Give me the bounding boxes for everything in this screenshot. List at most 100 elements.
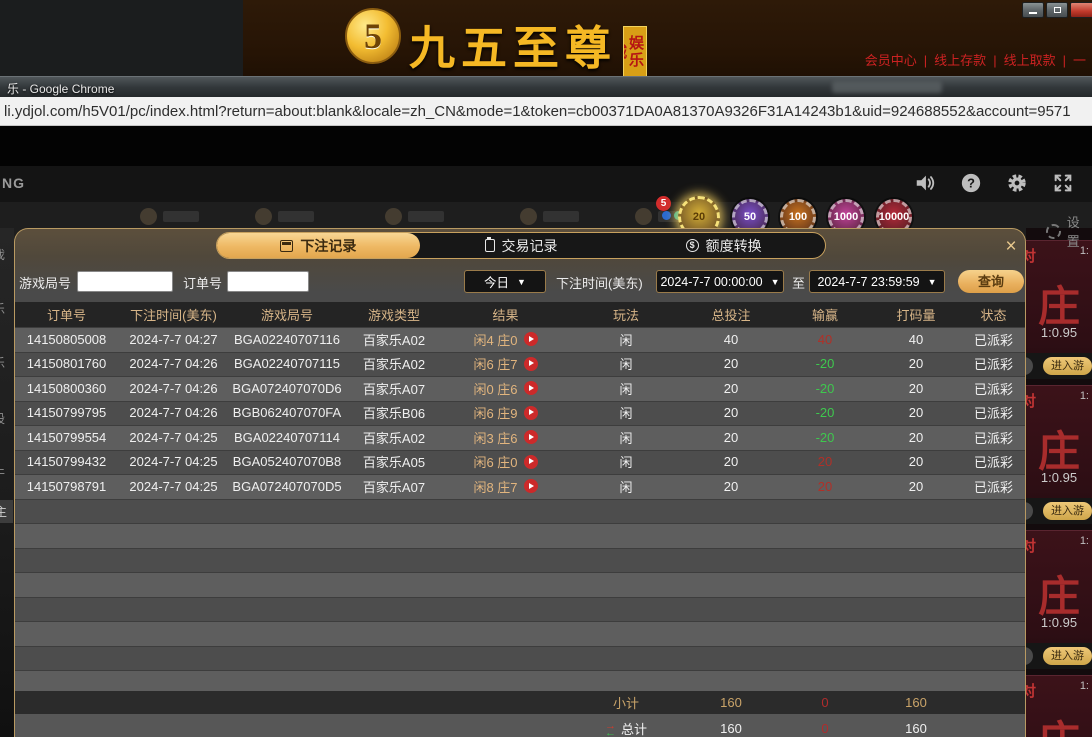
site-link[interactable]: 线上存款	[934, 53, 987, 68]
cell: 闲	[619, 455, 633, 471]
tab-bet-records[interactable]: 下注记录	[217, 233, 420, 258]
secondary-button[interactable]	[1026, 502, 1033, 520]
left-sidebar-strip: 戏乐乐股牛主	[0, 228, 14, 737]
tab-quota-transfer[interactable]: $ 额度转换	[622, 233, 825, 258]
chip-label: 100	[788, 211, 808, 223]
settings-label: 设置	[1066, 215, 1080, 249]
secondary-button[interactable]	[1026, 647, 1033, 665]
category-label-blur	[278, 211, 314, 222]
result-text: 闲6 庄0	[473, 455, 518, 471]
cell: 闲	[619, 406, 633, 422]
start-time-dropdown[interactable]: 2024-7-7 00:00:00 ▼	[656, 270, 784, 293]
speaker-icon[interactable]	[914, 172, 936, 194]
result-text: 闲6 庄9	[473, 406, 518, 422]
play-icon[interactable]	[523, 405, 538, 420]
logo-coin-icon: 5	[345, 8, 401, 64]
cell: 20	[908, 356, 924, 372]
search-button[interactable]: 查询	[958, 270, 1024, 293]
page-top-band	[0, 126, 1092, 166]
url-text: li.ydjol.com/h5V01/pc/index.html?return=…	[4, 102, 1071, 120]
play-icon[interactable]	[523, 381, 538, 396]
chip-icon	[1046, 223, 1061, 239]
maximize-button[interactable]	[1046, 2, 1068, 18]
help-icon[interactable]: ?	[960, 172, 982, 194]
game-card-header: 对 1:	[1026, 680, 1089, 701]
category-label-blur	[163, 211, 199, 222]
footer-cell: 160	[684, 695, 778, 710]
cell: 20	[723, 356, 739, 372]
game-card-buttons: 进入游	[1026, 353, 1092, 379]
column-header: 输赢	[811, 308, 838, 323]
site-link[interactable]: 会员中心	[864, 53, 917, 68]
footer-cell: 160	[684, 721, 778, 736]
footer-bet: 160	[720, 695, 742, 710]
bet-time-label: 下注时间(美东)	[556, 276, 643, 291]
play-icon[interactable]	[523, 479, 538, 494]
to-label: 至	[792, 276, 806, 291]
sidebar-edge-label: 乐	[0, 354, 13, 371]
end-time-dropdown[interactable]: 2024-7-7 23:59:59 ▼	[809, 270, 945, 293]
minimize-button[interactable]	[1022, 2, 1044, 18]
category-icon	[385, 208, 402, 225]
game-header: NG ?	[0, 166, 1092, 202]
category-item[interactable]	[520, 208, 579, 225]
coins-icon: $	[685, 239, 699, 252]
cell: 2024-7-7 04:26	[129, 380, 218, 396]
game-round-input[interactable]	[77, 271, 173, 292]
site-link[interactable]: 一	[1072, 53, 1086, 68]
fullscreen-icon[interactable]	[1052, 172, 1074, 194]
cell: BGA072407070D6	[232, 380, 342, 396]
close-window-button[interactable]	[1070, 2, 1092, 18]
sidebar-edge-label: 牛	[0, 464, 13, 481]
date-preset-dropdown[interactable]: 今日 ▼	[464, 270, 546, 293]
play-icon[interactable]	[523, 332, 538, 347]
play-icon[interactable]	[523, 430, 538, 445]
cell: 2024-7-7 04:26	[129, 405, 218, 421]
result-cell: 闲3 庄6	[443, 428, 568, 447]
table-settings[interactable]: 设置	[1046, 212, 1092, 250]
odds-fragment: 1:	[1079, 535, 1089, 547]
result-text: 闲8 庄7	[473, 479, 518, 495]
cell: 百家乐A05	[362, 455, 426, 471]
category-item[interactable]	[385, 208, 444, 225]
table-body: 14150805008 2024-7-7 04:27 BGA02240707116 百…	[15, 327, 1025, 695]
cell: BGA072407070D5	[232, 478, 342, 494]
cell: 20	[723, 380, 739, 396]
url-bar[interactable]: li.ydjol.com/h5V01/pc/index.html?return=…	[0, 97, 1092, 126]
enter-game-button[interactable]: 进入游	[1043, 357, 1092, 375]
cell: 20	[723, 478, 739, 494]
link-separator: |	[923, 53, 928, 68]
enter-game-button[interactable]: 进入游	[1043, 647, 1092, 665]
empty-row	[15, 645, 1025, 670]
order-input[interactable]	[227, 271, 309, 292]
cell: 14150800360	[26, 380, 107, 396]
gear-icon[interactable]	[1006, 172, 1028, 194]
category-item[interactable]	[255, 208, 314, 225]
banker-label: 庄	[1037, 428, 1080, 475]
cell: 20	[908, 478, 924, 494]
cell: 已派彩	[973, 455, 1013, 471]
enter-game-button[interactable]: 进入游	[1043, 502, 1092, 520]
play-icon[interactable]	[523, 454, 538, 469]
payout-ratio: 1:0.95	[1040, 470, 1078, 485]
secondary-button[interactable]	[1026, 357, 1033, 375]
cell: BGA02240707116	[233, 331, 341, 347]
close-icon[interactable]: ×	[1005, 236, 1017, 257]
site-link[interactable]: 线上取款	[1003, 53, 1056, 68]
cell: 2024-7-7 04:25	[129, 429, 218, 445]
tab-transaction-records[interactable]: 交易记录	[420, 233, 623, 258]
result-cell: 闲6 庄9	[443, 403, 568, 422]
footer-volume: 160	[905, 720, 927, 736]
game-card-header: 对 1:	[1026, 535, 1089, 556]
right-game-panel: 对 1: 庄 1:0.95 进入游对 1: 庄 1:0.95 进入游对 1: 庄 1:0.95 进入游对…	[1026, 228, 1092, 737]
column-header: 游戏局号	[260, 308, 313, 323]
site-logo: 5 九五至尊 娱乐城	[345, 2, 647, 78]
column-header: 结果	[492, 308, 519, 323]
cell: 14150798791	[26, 478, 107, 494]
category-item[interactable]	[140, 208, 199, 225]
desktop-dark-area	[0, 0, 243, 76]
cell: 已派彩	[973, 332, 1013, 348]
play-icon[interactable]	[523, 356, 538, 371]
